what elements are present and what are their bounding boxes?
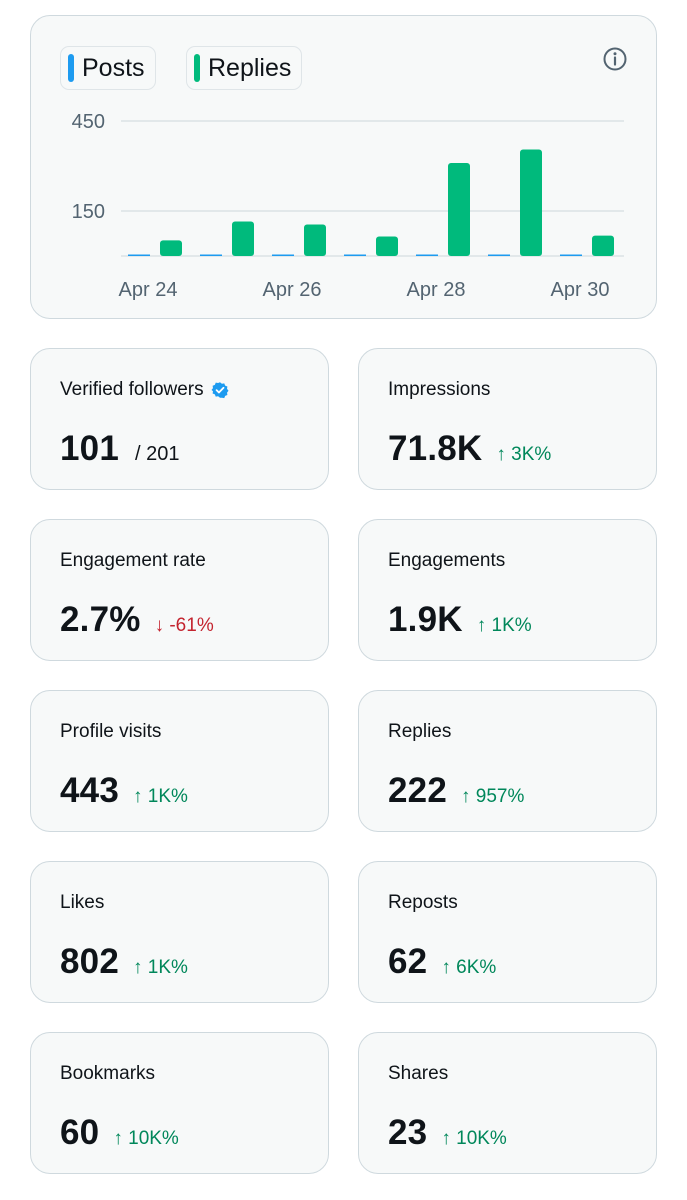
bar-posts-apr-29[interactable] [488,254,510,257]
tile-label-text: Profile visits [60,721,162,742]
tile-value-row: 60 ↑ 10K% [60,1113,179,1153]
tile-delta: ↑ 10K% [113,1128,179,1149]
verified-badge-icon [211,382,229,399]
bar-replies-apr-24[interactable] [160,240,182,256]
tile-value: 802 [60,942,119,981]
tile-label-text: Reposts [388,892,458,913]
tile-value: 23 [388,1113,428,1152]
x-tick-label: Apr 24 [119,279,178,301]
tile-value: 2.7% [60,600,141,639]
tile-profile-visits[interactable]: Profile visits 443 ↑ 1K% [30,690,329,832]
tile-label: Likes [60,892,104,914]
tile-delta: ↑ 6K% [441,957,497,978]
tile-value: 1.9K [388,600,463,639]
tile-label: Engagements [388,550,505,572]
tile-label: Reposts [388,892,458,914]
bar-replies-apr-30[interactable] [592,235,614,256]
legend-posts[interactable]: Posts [60,46,156,90]
tile-value: 101 [60,429,119,468]
posts-swatch [68,54,74,82]
tile-delta: ↑ 10K% [441,1128,507,1149]
tile-impressions[interactable]: Impressions 71.8K ↑ 3K% [358,348,657,490]
tile-label-text: Replies [388,721,452,742]
chart-card: 150 450 Apr 24 Apr 26 Apr 28 Apr 30 Posts Rep… [30,15,657,319]
bar-replies-apr-27[interactable] [376,236,398,257]
tile-label: Bookmarks [60,1063,155,1085]
tile-label-text: Engagement rate [60,550,206,571]
tile-value-row: 71.8K ↑ 3K% [388,429,551,469]
bar-posts-apr-26[interactable] [272,254,294,257]
legend-replies[interactable]: Replies [186,46,303,90]
tile-value-row: 443 ↑ 1K% [60,771,188,811]
tile-engagements[interactable]: Engagements 1.9K ↑ 1K% [358,519,657,661]
tile-label-text: Bookmarks [60,1063,156,1084]
tile-total: / 201 [135,443,180,465]
tile-value-row: 101 / 201 [60,429,179,469]
tile-shares[interactable]: Shares 23 ↑ 10K% [358,1032,657,1174]
replies-swatch [194,54,200,82]
tile-label-text: Engagements [388,550,506,571]
tile-delta: ↑ 1K% [476,615,532,636]
x-tick-label: Apr 26 [263,279,322,301]
x-tick-label: Apr 28 [407,279,466,301]
tile-delta: ↑ 1K% [133,957,188,978]
bar-chart: 150 450 Apr 24 Apr 26 Apr 28 Apr 30 [72,111,624,301]
tile-engagement-rate[interactable]: Engagement rate 2.7% ↓ -61% [30,519,329,661]
bar-posts-apr-27[interactable] [344,254,366,257]
legend-posts-label: Posts [82,53,145,82]
tile-label-text: Likes [60,892,105,913]
bar-posts-apr-25[interactable] [200,254,222,257]
bar-replies-apr-29[interactable] [520,149,542,257]
y-tick-label: 450 [72,111,105,133]
tile-label: Verified followers [60,379,229,401]
tile-label: Shares [388,1063,448,1085]
tile-label: Engagement rate [60,550,206,572]
bar-replies-apr-26[interactable] [304,224,326,257]
tile-replies[interactable]: Replies 222 ↑ 957% [358,690,657,832]
tile-label: Replies [388,721,451,743]
tile-value: 62 [388,942,428,981]
tile-value-row: 2.7% ↓ -61% [60,600,214,640]
tile-value: 60 [60,1113,100,1152]
tile-label-text: Verified followers [60,379,204,400]
bar-replies-apr-25[interactable] [232,221,254,257]
tile-delta: ↑ 3K% [496,444,552,465]
legend-replies-label: Replies [208,53,292,82]
tile-label-text: Shares [388,1063,449,1084]
x-tick-label: Apr 30 [551,279,610,301]
tile-label: Impressions [388,379,490,401]
y-tick-label: 150 [72,201,105,223]
tile-label: Profile visits [60,721,161,743]
bar-posts-apr-28[interactable] [416,254,438,257]
tile-value: 443 [60,771,119,810]
bar-posts-apr-30[interactable] [560,254,582,257]
tile-delta: ↑ 957% [461,786,525,807]
tile-value-row: 802 ↑ 1K% [60,942,188,982]
tile-value-row: 222 ↑ 957% [388,771,524,811]
tile-value-row: 1.9K ↑ 1K% [388,600,532,640]
tile-value-row: 23 ↑ 10K% [388,1113,507,1153]
bar-posts-apr-24[interactable] [128,254,150,257]
tile-value-row: 62 ↑ 6K% [388,942,496,982]
tile-verified-followers[interactable]: Verified followers 101 / 201 [30,348,329,490]
tile-delta: ↓ -61% [154,615,214,636]
bar-replies-apr-28[interactable] [448,163,470,256]
tile-reposts[interactable]: Reposts 62 ↑ 6K% [358,861,657,1003]
tile-delta: ↑ 1K% [133,786,188,807]
tile-likes[interactable]: Likes 802 ↑ 1K% [30,861,329,1003]
tile-label-text: Impressions [388,379,491,400]
tile-value: 222 [388,771,447,810]
tile-bookmarks[interactable]: Bookmarks 60 ↑ 10K% [30,1032,329,1174]
info-icon[interactable] [602,46,628,72]
tile-value: 71.8K [388,429,483,468]
